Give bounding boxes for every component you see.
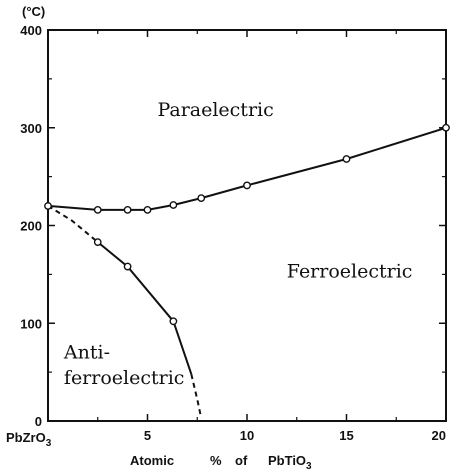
antiferroelectric-boundary-solid-tail xyxy=(172,320,193,375)
upper-boundary-point xyxy=(243,181,251,190)
y-tick-label: 300 xyxy=(20,121,42,136)
lower-boundary-point xyxy=(123,262,132,271)
labels: (°C) Paraelectric Ferroelectric Anti-ferroe… xyxy=(6,4,412,472)
region-paraelectric: Paraelectric xyxy=(157,99,273,121)
region-antiferroelectric-line-2: ferroelectric xyxy=(64,367,185,389)
region-antiferroelectric-line-1: Anti- xyxy=(63,341,110,363)
xlabel-compound: PbTiO3 xyxy=(268,453,312,472)
lower-boundary-point xyxy=(93,238,102,247)
upper-boundary-point xyxy=(123,205,132,214)
antiferroelectric-boundary xyxy=(97,241,175,322)
lower-boundary-point xyxy=(169,317,178,326)
x-tick-label: 20 xyxy=(432,428,446,443)
y-tick-label: 200 xyxy=(20,219,42,234)
upper-boundary-point xyxy=(342,155,351,163)
x-left-label: PbZrO3 xyxy=(6,430,52,449)
paraelectric-ferroelectric-boundary xyxy=(47,126,447,211)
upper-boundary-point xyxy=(143,205,152,214)
upper-boundary-point xyxy=(93,205,102,214)
data-points xyxy=(44,123,450,326)
upper-boundary-point xyxy=(442,123,450,132)
x-tick-label: 15 xyxy=(339,428,353,443)
upper-boundary-point xyxy=(169,201,178,209)
y-tick-label: 400 xyxy=(20,23,42,38)
xlabel-of: of xyxy=(235,453,248,468)
y-tick-label: 0 xyxy=(35,414,42,429)
x-tick-label: 5 xyxy=(144,428,151,443)
xlabel-atomic: Atomic xyxy=(130,453,174,468)
y-tick-label: 100 xyxy=(20,316,42,331)
region-ferroelectric: Ferroelectric xyxy=(287,260,413,282)
y-unit-label: (°C) xyxy=(22,4,45,19)
x-tick-label: 10 xyxy=(240,428,254,443)
antiferroelectric-boundary-dashed xyxy=(190,373,203,419)
xlabel-percent: % xyxy=(210,453,222,468)
antiferroelectric-boundary-dashed xyxy=(47,205,99,243)
upper-boundary-point xyxy=(44,202,52,210)
upper-boundary-point xyxy=(197,194,206,203)
